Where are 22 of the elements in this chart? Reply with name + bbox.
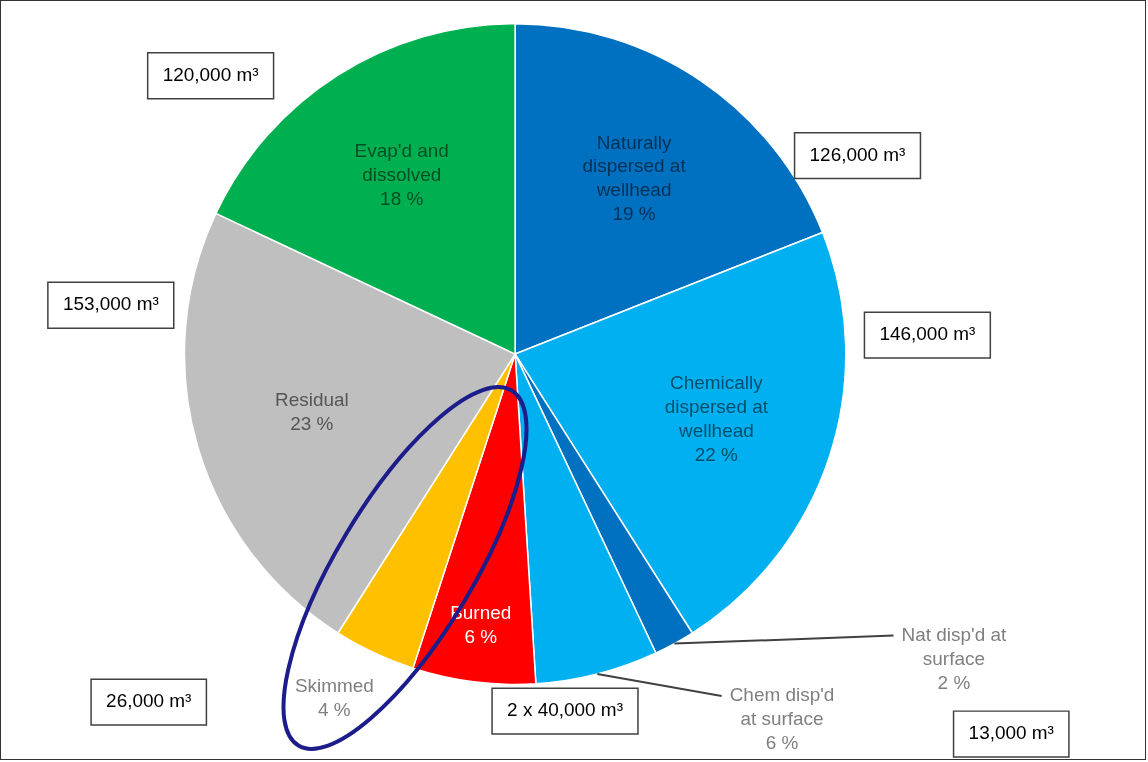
slice-label: Skimmed [294, 675, 374, 697]
data-label: 6 % [765, 732, 799, 754]
text: 2 x 40,000 m³ [507, 699, 623, 721]
text: 26,000 m³ [106, 690, 192, 712]
data-label: 4 % [318, 699, 351, 721]
text: 146,000 m³ [879, 323, 976, 345]
slice-label: Evap'd and dissolved [354, 139, 449, 185]
data-label: 6 % [464, 626, 498, 648]
slice-label: Chemically dispersed at wellhead [664, 371, 769, 441]
data-label: 19 % [612, 203, 656, 225]
data-label: 23 % [290, 413, 334, 435]
text: 153,000 m³ [62, 293, 159, 315]
slice-label: Chem disp'd at surface [729, 684, 835, 730]
text: 13,000 m³ [968, 722, 1054, 744]
slice-label: Residual [275, 389, 349, 411]
data-label: 22 % [694, 443, 739, 465]
slice-label: Nat disp'd at surface [901, 623, 1008, 669]
data-label: 18 % [380, 187, 424, 209]
slice-label: Naturally dispersed at wellhead [582, 131, 687, 201]
data-label: 2 % [937, 671, 971, 693]
text: 120,000 m³ [162, 64, 259, 86]
text: 126,000 m³ [809, 143, 906, 165]
